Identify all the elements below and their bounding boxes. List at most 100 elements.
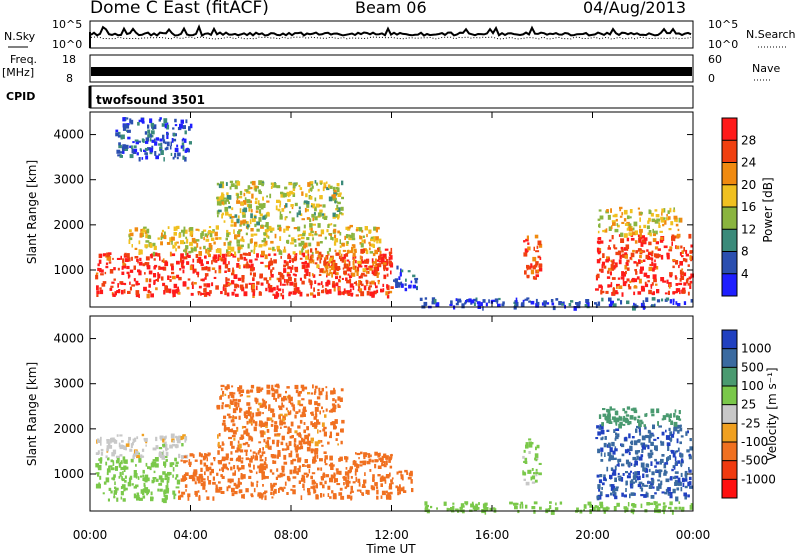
data-cell (176, 438, 181, 444)
data-cell (195, 228, 199, 231)
data-cell (264, 457, 267, 461)
data-cell (623, 506, 628, 510)
data-cell (259, 213, 263, 217)
data-cell (277, 452, 281, 457)
data-cell (176, 436, 180, 441)
data-cell (150, 253, 155, 257)
data-cell (363, 452, 367, 458)
colorbar-swatch (722, 460, 737, 480)
data-cell (661, 211, 663, 216)
data-cell (673, 466, 676, 470)
data-cell (246, 190, 250, 194)
data-cell (654, 253, 657, 258)
data-cell (536, 269, 539, 273)
data-cell (377, 280, 380, 285)
data-cell (325, 268, 328, 272)
data-cell (361, 272, 365, 276)
data-cell (637, 248, 642, 252)
data-cell (319, 204, 322, 207)
data-cell (96, 483, 99, 489)
data-cell (689, 255, 692, 260)
data-cell (201, 478, 206, 481)
data-cell (390, 479, 393, 483)
data-cell (163, 231, 166, 236)
x-tick-label: 04:00 (173, 528, 208, 542)
data-cell (525, 442, 529, 447)
data-cell (302, 483, 305, 488)
data-cell (277, 245, 280, 250)
data-cell (192, 454, 195, 458)
data-cell (624, 281, 628, 284)
data-cell (302, 230, 306, 235)
data-cell (317, 292, 321, 296)
data-cell (314, 385, 318, 389)
data-cell (645, 491, 648, 497)
data-cell (280, 441, 284, 446)
data-cell (310, 441, 314, 444)
data-cell (674, 471, 679, 474)
data-cell (671, 468, 674, 472)
data-cell (312, 203, 316, 209)
data-cell (121, 484, 126, 489)
data-cell (291, 265, 294, 270)
data-cell (110, 439, 112, 444)
data-cell (340, 440, 343, 445)
data-cell (232, 394, 235, 399)
data-cell (97, 267, 100, 272)
data-cell (462, 505, 465, 508)
data-cell (281, 418, 285, 422)
data-cell (136, 152, 139, 156)
data-cell (321, 213, 325, 216)
data-cell (236, 193, 239, 199)
data-cell (661, 454, 665, 457)
data-cell (369, 267, 373, 271)
data-cell (360, 243, 364, 248)
data-cell (233, 437, 236, 441)
data-cell (611, 261, 614, 265)
data-cell (260, 282, 264, 286)
data-cell (228, 404, 231, 409)
data-cell (243, 192, 246, 197)
data-cell (625, 488, 627, 492)
data-cell (231, 428, 234, 433)
data-cell (289, 259, 291, 263)
data-cell (683, 492, 687, 497)
data-cell (451, 508, 455, 513)
data-cell (264, 405, 267, 409)
data-cell (241, 244, 244, 248)
data-cell (127, 274, 130, 279)
nave-bottom-tick: 0 (708, 72, 715, 85)
data-cell (172, 156, 175, 160)
data-cell (639, 238, 642, 243)
data-cell (201, 292, 206, 295)
data-cell (343, 254, 347, 259)
data-cell (256, 386, 261, 391)
data-cell (673, 421, 678, 427)
data-cell (297, 226, 301, 232)
data-cell (360, 274, 363, 279)
data-cell (335, 478, 338, 483)
data-cell (237, 444, 240, 450)
data-cell (188, 250, 192, 254)
data-cell (245, 263, 250, 269)
y-tick-label: 1000 (53, 467, 84, 481)
data-cell (293, 239, 297, 243)
data-cell (174, 118, 177, 123)
data-cell (226, 427, 229, 430)
data-cell (147, 129, 151, 134)
data-cell (607, 452, 612, 456)
data-cell (262, 447, 264, 451)
data-cell (136, 495, 140, 500)
data-cell (232, 267, 234, 273)
data-cell (217, 441, 220, 447)
data-cell (110, 459, 113, 463)
data-cell (176, 225, 180, 229)
data-cell (388, 485, 393, 490)
data-cell (632, 503, 637, 508)
data-cell (250, 418, 253, 423)
data-cell (232, 423, 236, 427)
data-cell (484, 509, 487, 515)
data-cell (243, 493, 245, 499)
data-cell (246, 199, 251, 204)
data-cell (175, 248, 177, 252)
